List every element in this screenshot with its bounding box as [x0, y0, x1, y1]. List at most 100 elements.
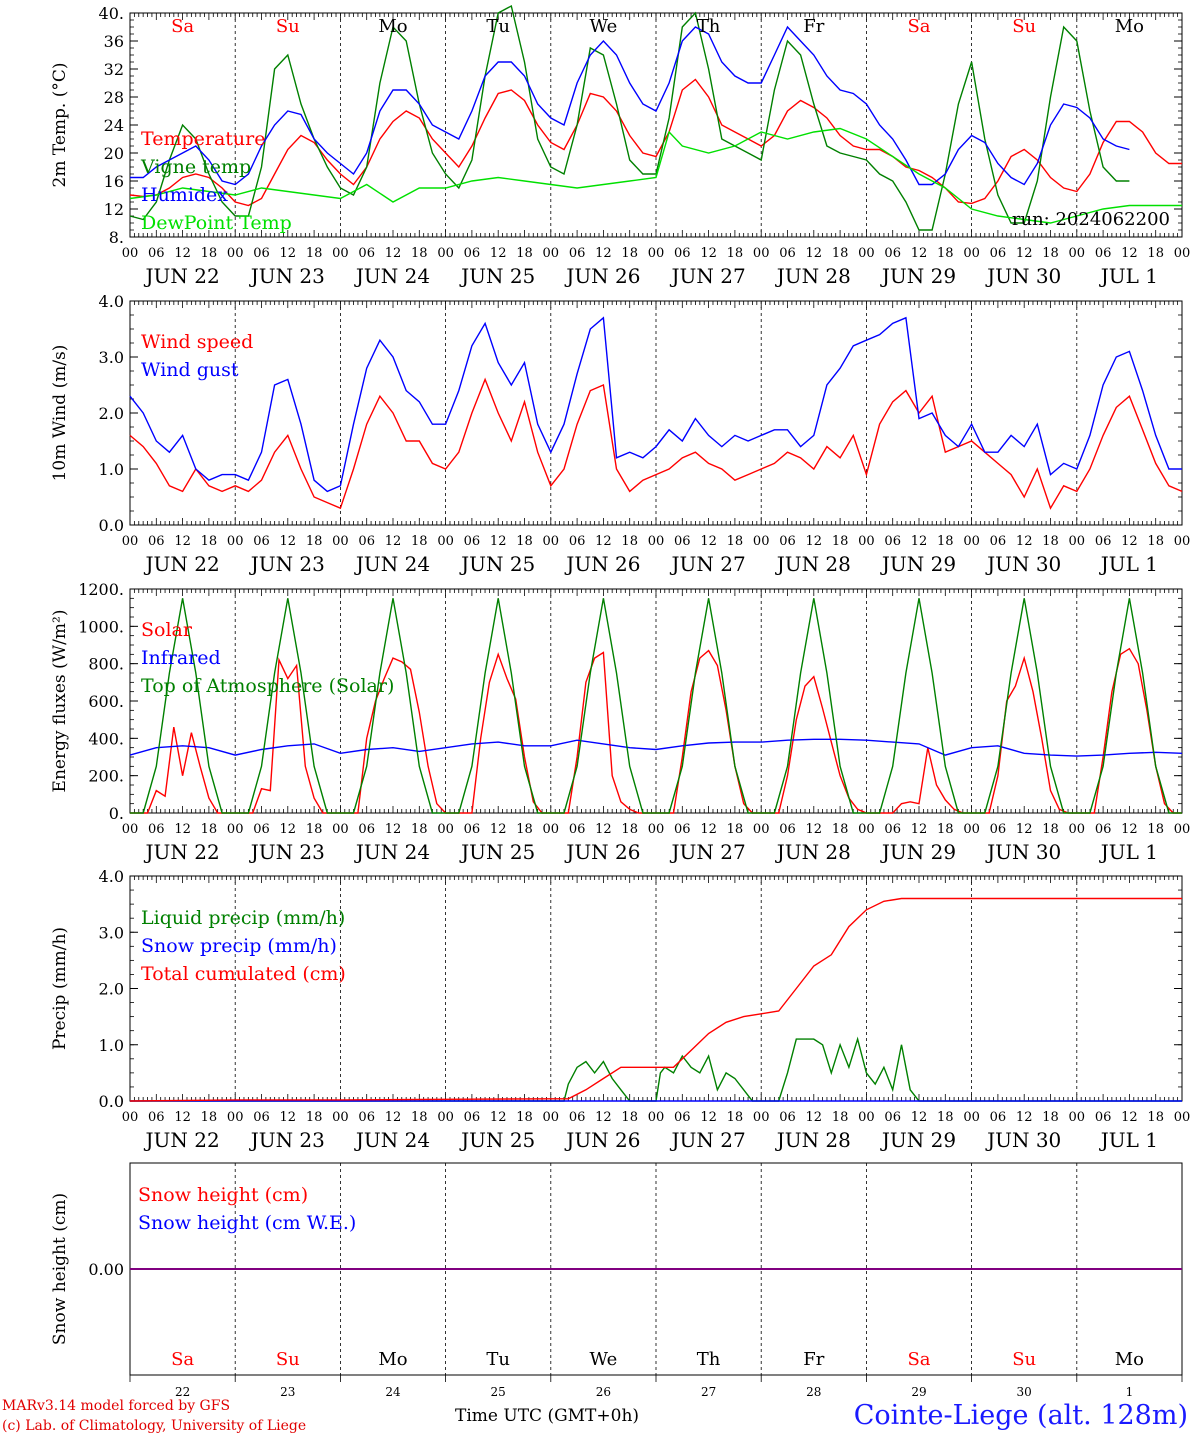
hour-tick-label: 18 — [1042, 822, 1059, 837]
day-label: JUN 29 — [880, 552, 956, 576]
hour-tick-label: 18 — [621, 822, 638, 837]
hour-tick-label: 06 — [358, 534, 375, 549]
y-tick-label: 800. — [88, 655, 124, 674]
hour-tick-label: 12 — [280, 822, 297, 837]
series-dewpoint-temp — [129, 127, 1182, 224]
day-number-label: 1 — [1126, 1385, 1134, 1399]
hour-tick-label: 06 — [569, 246, 586, 261]
hour-tick-label: 06 — [253, 822, 270, 837]
hour-tick-label: 00 — [332, 246, 349, 261]
series-temperature — [129, 78, 1182, 207]
hour-tick-label: 06 — [358, 1110, 375, 1125]
hour-tick-label: 12 — [700, 1110, 717, 1125]
hour-tick-label: 06 — [358, 246, 375, 261]
hour-tick-label: 12 — [595, 246, 612, 261]
legend-entry: Snow height (cm) — [138, 1184, 308, 1206]
hour-tick-label: 18 — [201, 246, 218, 261]
hour-tick-label: 18 — [306, 1110, 323, 1125]
hour-tick-label: 12 — [1016, 822, 1033, 837]
hour-tick-label: 12 — [911, 534, 928, 549]
y-tick-label: 4.0 — [99, 292, 124, 311]
y-tick-label: 0.0 — [99, 516, 124, 535]
hour-tick-label: 06 — [569, 822, 586, 837]
hour-tick-label: 18 — [832, 246, 849, 261]
legend-entry: Humidex — [141, 184, 228, 206]
legend-entry: Liquid precip (mm/h) — [141, 907, 345, 929]
panel-frame — [129, 12, 1183, 238]
hour-tick-label: 00 — [753, 534, 770, 549]
legend-entry: Total cumulated (cm) — [141, 963, 346, 985]
y-tick-label: 12 — [104, 200, 124, 219]
weekday-label: Sa — [171, 1349, 194, 1370]
day-label: JUN 22 — [144, 1128, 220, 1152]
hour-tick-label: 12 — [911, 822, 928, 837]
hour-tick-label: 00 — [1069, 1110, 1086, 1125]
lab-credit: (c) Lab. of Climatology, University of L… — [2, 1418, 307, 1434]
day-label: JUN 24 — [354, 264, 430, 288]
hour-tick-label: 12 — [595, 534, 612, 549]
weekday-label: Sa — [171, 16, 194, 37]
hour-tick-label: 00 — [437, 1110, 454, 1125]
y-axis-label: Precip (mm/h) — [50, 927, 70, 1050]
day-label: JUN 23 — [249, 1128, 325, 1152]
weekday-label: Su — [276, 16, 300, 37]
y-tick-label: 200. — [88, 767, 124, 786]
legend-entry: Snow height (cm W.E.) — [138, 1212, 356, 1234]
day-label: JUL 1 — [1099, 552, 1158, 576]
hour-tick-label: 00 — [858, 246, 875, 261]
day-label: JUN 29 — [880, 264, 956, 288]
day-label: JUL 1 — [1099, 840, 1158, 864]
run-annotation: run: 2024062200 — [1012, 209, 1170, 230]
hour-tick-label: 12 — [806, 1110, 823, 1125]
hour-tick-label: 00 — [1069, 246, 1086, 261]
hour-tick-label: 06 — [253, 246, 270, 261]
hour-tick-label: 12 — [911, 246, 928, 261]
hour-tick-label: 00 — [858, 534, 875, 549]
y-tick-label: 16 — [104, 172, 124, 191]
hour-tick-label: 00 — [963, 1110, 980, 1125]
day-number-label: 26 — [596, 1385, 611, 1399]
day-label: JUN 28 — [775, 840, 851, 864]
hour-tick-label: 18 — [411, 822, 428, 837]
hour-tick-label: 00 — [122, 1110, 139, 1125]
hour-tick-label: 06 — [779, 246, 796, 261]
panel-frame — [129, 300, 1183, 526]
hour-tick-label: 18 — [727, 822, 744, 837]
hour-tick-label: 12 — [1121, 534, 1138, 549]
hour-tick-label: 12 — [385, 534, 402, 549]
hour-tick-label: 18 — [832, 822, 849, 837]
series-total-cumulated-cm — [129, 897, 1182, 1102]
hour-tick-label: 06 — [990, 246, 1007, 261]
day-label: JUN 27 — [670, 264, 746, 288]
day-label: JUN 30 — [985, 264, 1061, 288]
hour-tick-label: 12 — [806, 534, 823, 549]
day-label: JUN 22 — [144, 840, 220, 864]
hour-tick-label: 06 — [148, 246, 165, 261]
day-label: JUN 26 — [564, 264, 640, 288]
day-label: JUN 24 — [354, 552, 430, 576]
hour-tick-label: 12 — [385, 822, 402, 837]
hour-tick-label: 12 — [174, 534, 191, 549]
legend-entry: Top of Atmosphere (Solar) — [141, 675, 394, 697]
hour-tick-label: 06 — [253, 534, 270, 549]
hour-tick-label: 18 — [727, 1110, 744, 1125]
day-label: JUN 25 — [459, 264, 535, 288]
hour-tick-label: 12 — [1016, 1110, 1033, 1125]
hour-tick-label: 06 — [779, 534, 796, 549]
weekday-label: Sa — [907, 16, 930, 37]
weekday-label: We — [590, 1349, 618, 1370]
day-label: JUN 25 — [459, 1128, 535, 1152]
hour-tick-label: 06 — [884, 822, 901, 837]
legend-entry: Snow precip (mm/h) — [141, 935, 337, 957]
hour-tick-label: 06 — [884, 534, 901, 549]
day-label: JUN 28 — [775, 552, 851, 576]
day-number-label: 22 — [175, 1385, 190, 1399]
hour-tick-label: 12 — [806, 822, 823, 837]
day-number-label: 29 — [911, 1385, 926, 1399]
hour-tick-label: 18 — [727, 534, 744, 549]
legend-entry: Wind gust — [141, 359, 239, 381]
hour-tick-label: 12 — [385, 246, 402, 261]
hour-tick-label: 12 — [385, 1110, 402, 1125]
hour-tick-label: 06 — [464, 534, 481, 549]
legend-entry: Wind speed — [141, 331, 253, 353]
